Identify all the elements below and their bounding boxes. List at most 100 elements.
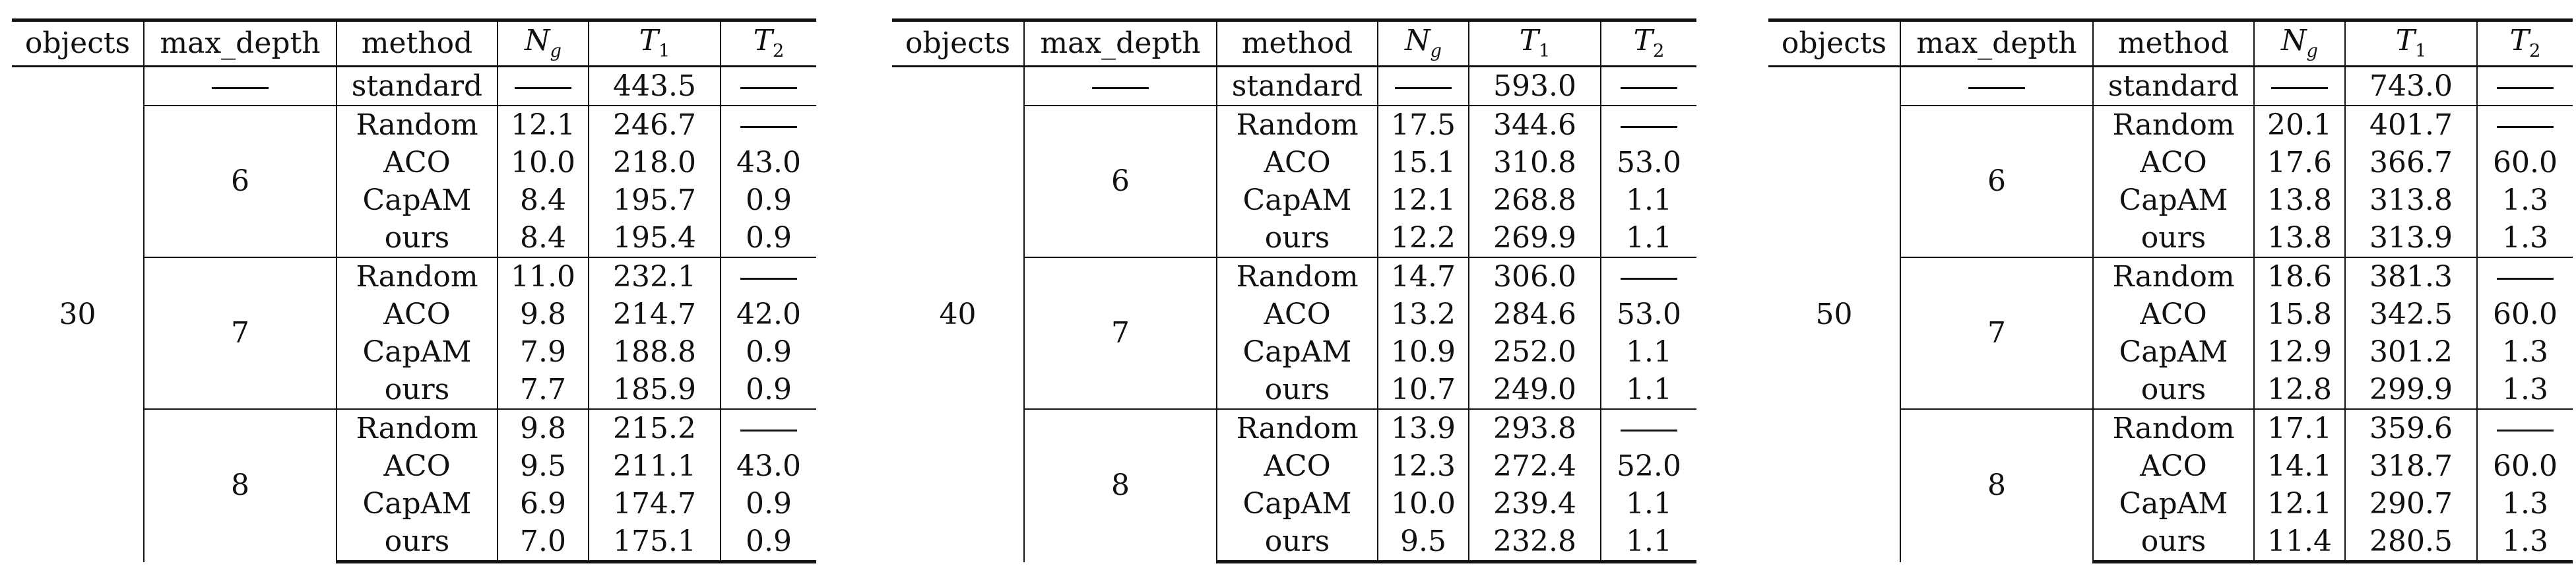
ng-value: 7.9 <box>498 333 589 371</box>
table-row: 8 Random 13.9 293.8 <box>892 409 1696 562</box>
t1-value: 593.0 <box>1469 66 1601 106</box>
t1-value: 215.2 <box>589 409 721 447</box>
empty-dash <box>1601 257 1696 296</box>
table-row: CapAM 10.0 239.4 1.1 <box>892 485 1696 523</box>
t2-value: 1.1 <box>1626 486 1672 521</box>
empty-dash <box>721 66 816 106</box>
table-row: 7 Random 14.7 306.0 <box>892 257 1696 410</box>
col-header-t1: T1 <box>2345 18 2478 67</box>
table-row: CapAM 10.9 252.0 1.1 <box>892 333 1696 371</box>
t2-value: 0.9 <box>746 183 792 217</box>
max-depth-value: 7 <box>1024 257 1217 410</box>
method-name: ours <box>1217 371 1378 410</box>
t2-value: 52.0 <box>1617 449 1681 483</box>
t1-value: 195.4 <box>589 219 721 258</box>
table-row: 8 Random 17.1 359.6 <box>1768 409 2573 562</box>
t1-value: 214.7 <box>589 296 721 333</box>
method-name: ACO <box>1217 447 1378 485</box>
col-header-max-depth: max_depth <box>1024 18 1217 67</box>
max-depth-value: 6 <box>1900 106 2094 258</box>
t1-value: 195.7 <box>589 181 721 219</box>
col-header-max-depth: max_depth <box>1900 18 2094 67</box>
ng-value: 7.0 <box>498 523 589 563</box>
empty-dash <box>144 66 337 106</box>
col-header-objects: objects <box>892 18 1025 67</box>
ng-value: 8.4 <box>498 219 589 258</box>
t2-value: 1.3 <box>2477 523 2573 563</box>
table-row: ours 8.4 195.4 0.9 <box>12 219 816 258</box>
method-name: Random <box>1217 409 1378 447</box>
table-row: CapAM 12.1 268.8 1.1 <box>892 181 1696 219</box>
t1-value: 232.8 <box>1469 523 1601 563</box>
empty-dash <box>721 106 816 144</box>
t2-value: 1.1 <box>1601 523 1696 563</box>
header-row: objects max_depth method Ng T1 T2 <box>892 18 1696 67</box>
ng-value: 7.7 <box>498 371 589 410</box>
ng-value: 17.6 <box>2254 144 2346 181</box>
t1-value: 318.7 <box>2345 447 2478 485</box>
t1-value: 175.1 <box>589 523 721 563</box>
results-table: objects max_depth method Ng T1 T2 40 standard 59… <box>892 18 1696 563</box>
max-depth-value: 6 <box>1024 106 1217 258</box>
max-depth-value: 6 <box>144 106 337 258</box>
t1-value: 313.8 <box>2345 181 2478 219</box>
ng-value: 17.5 <box>1378 106 1469 144</box>
table-row: CapAM 7.9 188.8 0.9 <box>12 333 816 371</box>
empty-dash <box>721 257 816 296</box>
t1-value: 211.1 <box>589 447 721 485</box>
ng-value: 18.6 <box>2254 257 2346 296</box>
standard-row: 50 standard 743.0 <box>1768 66 2573 562</box>
ng-value: 6.9 <box>498 485 589 523</box>
t1-value: 268.8 <box>1469 181 1601 219</box>
t1-value: 249.0 <box>1469 371 1601 410</box>
ng-value: 9.8 <box>498 409 589 447</box>
method-name: ACO <box>1217 144 1378 181</box>
method-name: ACO <box>337 144 498 181</box>
method-name: ACO <box>1217 296 1378 333</box>
method-name: Random <box>337 257 498 296</box>
t1-value: 284.6 <box>1469 296 1601 333</box>
ng-value: 9.5 <box>498 447 589 485</box>
objects-count: 40 <box>892 66 1025 562</box>
table-row: ACO 14.1 318.7 60.0 <box>1768 447 2573 485</box>
t1-value: 381.3 <box>2345 257 2478 296</box>
t2-value: 1.3 <box>2477 219 2573 258</box>
max-depth-value: 8 <box>1900 409 2094 562</box>
method-name: standard <box>1217 66 1378 106</box>
method-name: CapAM <box>337 485 498 523</box>
method-name: ours <box>2093 523 2255 563</box>
method-name: ours <box>1217 523 1378 563</box>
t1-value: 401.7 <box>2345 106 2478 144</box>
ng-value: 15.8 <box>2254 296 2346 333</box>
empty-dash <box>1378 66 1469 106</box>
empty-dash <box>721 409 816 447</box>
table-row: ours 9.5 232.8 1.1 <box>892 523 1696 563</box>
table-row: ours 11.4 280.5 1.3 <box>1768 523 2573 563</box>
ng-value: 13.8 <box>2254 219 2346 258</box>
t1-value: 252.0 <box>1469 333 1601 371</box>
t1-value: 239.4 <box>1469 485 1601 523</box>
t2-value: 0.9 <box>721 523 816 563</box>
ng-value: 10.0 <box>498 144 589 181</box>
empty-dash <box>2477 409 2573 447</box>
max-depth-value: 7 <box>1900 257 2094 410</box>
header-row: objects max_depth method Ng T1 T2 <box>1768 18 2573 67</box>
empty-dash <box>2477 257 2573 296</box>
method-name: standard <box>2093 66 2255 106</box>
table-row: ACO 9.5 211.1 43.0 <box>12 447 816 485</box>
empty-dash <box>1601 106 1696 144</box>
t1-value: 306.0 <box>1469 257 1601 296</box>
method-name: ours <box>2093 219 2255 258</box>
t1-value: 280.5 <box>2345 523 2478 563</box>
table-row: ours 12.8 299.9 1.3 <box>1768 371 2573 410</box>
col-header-t2: T2 <box>2477 18 2573 67</box>
empty-dash <box>2477 66 2573 106</box>
t1-value: 743.0 <box>2345 66 2478 106</box>
table-row: 6 Random 20.1 401.7 <box>1768 106 2573 258</box>
col-header-t1: T1 <box>1469 18 1601 67</box>
header-row: objects max_depth method Ng T1 T2 <box>12 18 816 67</box>
t1-value: 272.4 <box>1469 447 1601 485</box>
ng-value: 13.9 <box>1378 409 1469 447</box>
method-name: ours <box>1217 219 1378 258</box>
col-header-ng: Ng <box>1378 18 1469 67</box>
